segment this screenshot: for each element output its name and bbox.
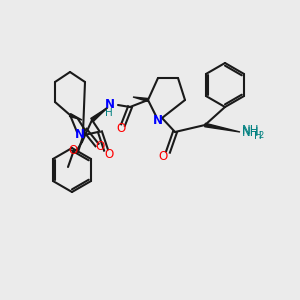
Text: NH: NH	[242, 125, 260, 139]
Text: O: O	[95, 140, 105, 154]
Text: N: N	[153, 113, 163, 127]
Text: NH: NH	[242, 124, 260, 137]
Polygon shape	[69, 114, 82, 120]
Polygon shape	[133, 97, 148, 101]
Polygon shape	[205, 123, 240, 132]
Text: 2: 2	[258, 130, 263, 140]
Text: H: H	[254, 131, 262, 141]
Text: N: N	[105, 98, 115, 110]
Polygon shape	[91, 108, 107, 122]
Text: O: O	[116, 122, 126, 136]
Text: O: O	[104, 148, 114, 160]
Text: O: O	[158, 149, 168, 163]
Text: H: H	[105, 108, 113, 118]
Text: O: O	[68, 143, 78, 157]
Text: N: N	[75, 128, 85, 142]
